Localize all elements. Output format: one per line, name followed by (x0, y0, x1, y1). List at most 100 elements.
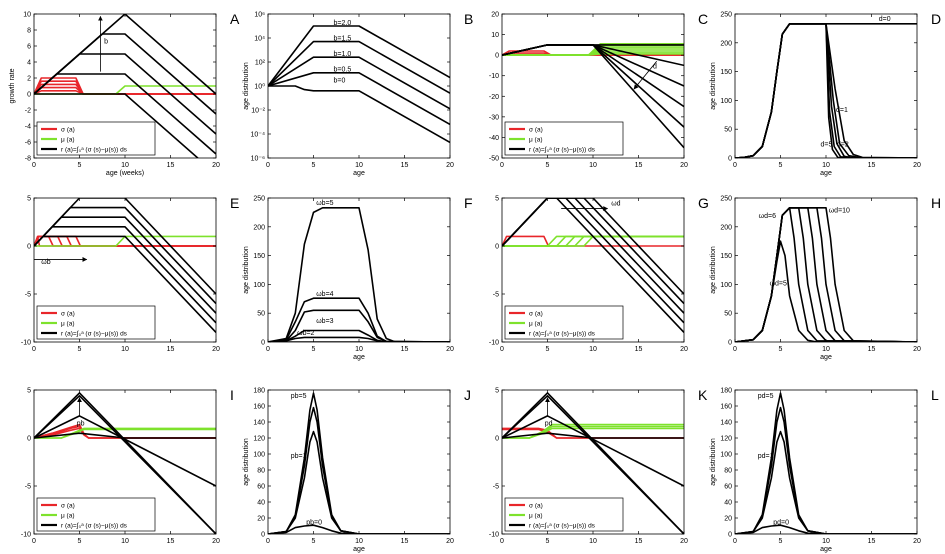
y-tick-label: -6 (25, 140, 31, 147)
annotation-label: pb=0 (306, 519, 322, 526)
annotation-label: pd=5 (758, 393, 774, 400)
legend-label-sigma: σ (a) (529, 503, 543, 510)
y-tick-label: -10 (489, 532, 499, 539)
x-tick-label: 10 (355, 162, 363, 169)
y-tick-label: 140 (253, 420, 265, 427)
y-tick-label: 100 (720, 98, 732, 105)
x-axis-label: age (353, 354, 365, 361)
series-r-line (502, 44, 684, 128)
annotation-label: b=0 (334, 77, 346, 84)
x-tick-label: 10 (355, 538, 363, 545)
panel-letter: D (931, 11, 941, 27)
legend-label-r: r (a)=∫₀ᵃ (σ (s)−μ(s)) ds (529, 147, 596, 154)
x-tick-label: 15 (868, 346, 876, 353)
legend: σ (a) μ (a) r (a)=∫₀ᵃ (σ (s)−μ(s)) ds (36, 121, 156, 156)
x-tick-label: 5 (78, 538, 82, 545)
y-tick-label: -10 (21, 532, 31, 539)
annotation-label: d=1 (836, 107, 848, 114)
series-group (735, 392, 917, 534)
y-tick-label: 6 (27, 44, 31, 51)
y-tick-label: 5 (495, 196, 499, 203)
annotation-label: b=1.0 (334, 51, 352, 58)
y-tick-label: 200 (253, 224, 265, 231)
y-tick-label: 150 (720, 69, 732, 76)
series-mu-line (34, 235, 216, 247)
y-tick-label: 5 (27, 196, 31, 203)
series-r-line (735, 207, 917, 342)
x-tick-label: 20 (212, 346, 220, 353)
y-tick-label: 0 (495, 53, 499, 60)
y-tick-label: 140 (720, 420, 732, 427)
x-tick-label: 20 (212, 538, 220, 545)
x-tick-label: 15 (167, 538, 175, 545)
panel-letter: G (698, 195, 709, 211)
y-tick-label: 100 (720, 282, 732, 289)
series-r-line (268, 72, 450, 126)
series-r-line (502, 395, 684, 534)
annotation-label: b (104, 39, 108, 46)
x-tick-label: 10 (589, 162, 597, 169)
y-tick-label: 80 (724, 468, 732, 475)
series-r-line (735, 207, 917, 342)
series-mu-line (502, 235, 684, 247)
panel-letter: E (230, 195, 239, 211)
x-tick-label: 10 (589, 346, 597, 353)
y-tick-label: 100 (253, 452, 265, 459)
legend-label-sigma: σ (a) (61, 127, 75, 134)
series-r-line (735, 430, 917, 534)
x-tick-label: 0 (733, 346, 737, 353)
y-tick-label: 0 (261, 340, 265, 347)
x-tick-label: 20 (680, 346, 688, 353)
legend-label-mu: μ (a) (529, 321, 543, 328)
x-axis-label: age (353, 170, 365, 177)
y-tick-label: 20 (724, 516, 732, 523)
y-tick-label: 10⁻² (251, 108, 265, 115)
annotation-label: ωd=10 (829, 207, 850, 214)
x-axis-label: age (820, 170, 832, 177)
series-group (34, 14, 216, 158)
y-tick-label: 50 (724, 127, 732, 134)
y-tick-label: 0 (27, 244, 31, 251)
panel-letter: A (230, 11, 240, 27)
legend-label-mu: μ (a) (61, 513, 75, 520)
legend: σ (a) μ (a) r (a)=∫₀ᵃ (σ (s)−μ(s)) ds (504, 305, 624, 340)
panel-C: 0 5 10 15 20 -50 -40 -30 -20 -10 0 10 20 Cd σ (a) μ (a)… (489, 11, 708, 169)
series-sigma-line (502, 235, 684, 247)
y-tick-label: 0 (27, 92, 31, 99)
series-r-line (268, 25, 450, 87)
y-tick-label: -50 (489, 156, 499, 163)
series-group (268, 207, 450, 342)
series-sigma-line (502, 428, 684, 439)
series-r-line (735, 392, 917, 534)
legend-label-mu: μ (a) (61, 321, 75, 328)
x-tick-label: 0 (266, 346, 270, 353)
x-tick-label: 5 (779, 346, 783, 353)
x-tick-label: 15 (167, 346, 175, 353)
panel-I: 0 5 10 15 20 -10 -5 0 5 Ipb σ (a) μ (a) r (a)=∫₀ᵃ (σ… (21, 387, 234, 545)
y-tick-label: 0 (728, 532, 732, 539)
series-r-line (34, 415, 216, 487)
x-tick-label: 5 (312, 538, 316, 545)
x-tick-label: 20 (913, 346, 921, 353)
series-sigma-line (34, 90, 216, 95)
x-tick-label: 15 (167, 162, 175, 169)
x-tick-label: 0 (500, 346, 504, 353)
x-axis-label: age (820, 546, 832, 553)
x-tick-label: 15 (401, 538, 409, 545)
series-r-line (502, 44, 684, 149)
y-tick-label: 40 (257, 500, 265, 507)
x-tick-label: 5 (312, 162, 316, 169)
annotation-label: pd (545, 421, 553, 428)
series-mu-line (502, 43, 684, 56)
x-tick-label: 15 (635, 346, 643, 353)
y-tick-label: 10² (255, 60, 266, 67)
x-tick-label: 0 (32, 538, 36, 545)
annotation-label: ωb (41, 259, 50, 266)
y-tick-label: 250 (720, 12, 732, 19)
x-tick-label: 10 (589, 538, 597, 545)
x-tick-label: 5 (779, 162, 783, 169)
panel-letter: L (931, 387, 939, 403)
